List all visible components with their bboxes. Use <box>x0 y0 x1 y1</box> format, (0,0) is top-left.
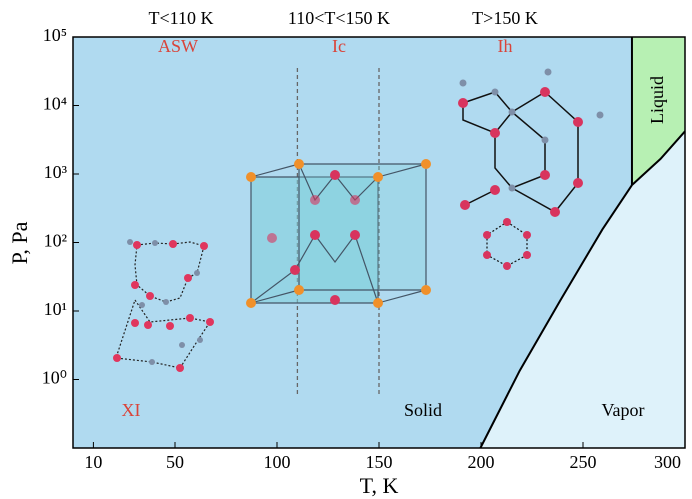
header: T>150 K <box>472 8 538 28</box>
y-tick-label: 10⁴ <box>43 94 67 114</box>
y-tick-label: 10¹ <box>44 299 67 319</box>
y-tick-label: 10³ <box>44 162 68 182</box>
phase-label: Ih <box>498 36 513 56</box>
x-tick-label: 250 <box>570 452 597 472</box>
x-tick-label: 10 <box>84 452 102 472</box>
chart: 10 50 100 150 200 250 300 10⁰ 10¹ 10² 10³ 10⁴ 10⁵ T<… <box>0 0 692 499</box>
region-label: Solid <box>404 400 442 420</box>
header: 110<T<150 K <box>288 8 390 28</box>
header: T<110 K <box>149 8 214 28</box>
region-label: Liquid <box>647 76 667 124</box>
phase-label: Ic <box>332 36 346 56</box>
region-label: Vapor <box>602 400 645 420</box>
y-axis-label: P, Pa <box>7 221 32 264</box>
y-tick-label: 10² <box>44 231 67 251</box>
phase-label: XI <box>122 400 141 420</box>
phase-label: ASW <box>158 36 198 56</box>
x-tick-label: 300 <box>654 452 681 472</box>
x-tick-label: 50 <box>166 452 184 472</box>
x-tick-label: 100 <box>264 452 291 472</box>
y-tick-label: 10⁰ <box>42 368 67 388</box>
x-axis-label: T, K <box>360 473 399 498</box>
y-tick-label: 10⁵ <box>43 25 67 45</box>
x-tick-label: 200 <box>468 452 495 472</box>
x-tick-label: 150 <box>366 452 393 472</box>
